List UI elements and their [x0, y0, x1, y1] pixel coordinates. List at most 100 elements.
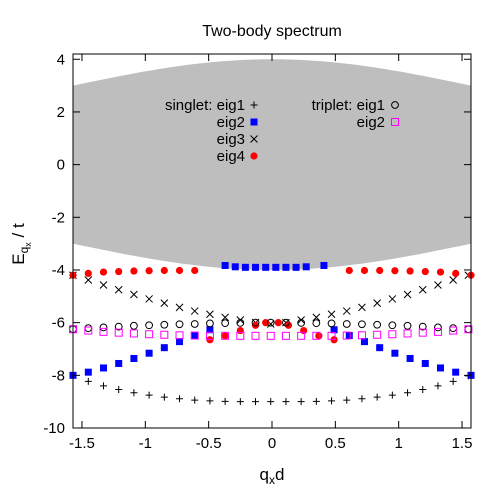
singlet-eig4-point [391, 267, 399, 275]
triplet-eig1-point [403, 321, 412, 330]
triplet-eig1-point [84, 324, 93, 333]
singlet-eig1-point [100, 382, 108, 390]
singlet-eig1-point [145, 391, 153, 399]
triplet-eig1-point [236, 319, 245, 327]
triplet-eig1-point [99, 323, 108, 332]
singlet-eig4-point [406, 267, 414, 275]
singlet-eig1-point [206, 397, 214, 405]
triplet-eig1-point [327, 319, 336, 328]
triplet-eig2-point [266, 331, 275, 340]
singlet-eig1-point [267, 398, 275, 406]
singlet-eig2-point [100, 364, 108, 372]
singlet-eig1-point [221, 397, 229, 405]
y-tick-label: -4 [52, 262, 65, 279]
triplet-eig2-point [129, 329, 138, 338]
singlet-eig3-point [206, 310, 214, 319]
singlet-eig2-point [160, 344, 168, 352]
singlet-eig1-point [176, 395, 184, 403]
axis-ticks: -1.5 -1 -0.5 0 0.5 1 1.5 -10 -8 -6 -4 -2 0 2 4 [43, 51, 472, 452]
singlet-eig2-series [69, 261, 475, 379]
singlet-eig2-point [84, 368, 92, 376]
legend-label: eig3 [217, 131, 245, 148]
singlet-eig2-point [452, 368, 460, 376]
triplet-eig2-point [114, 328, 123, 337]
singlet-eig1-point [160, 393, 168, 401]
triplet-eig1-point [418, 322, 427, 331]
x-tick-label: 1.5 [452, 435, 473, 452]
triplet-eig2-point [251, 331, 260, 340]
x-tick-label: 0 [268, 435, 276, 452]
singlet-eig4-point [315, 332, 323, 340]
triplet-eig2-series [68, 325, 473, 340]
singlet-eig2-point [241, 263, 249, 271]
singlet-eig2-point [282, 263, 290, 271]
singlet-eig1-point [282, 398, 290, 406]
legend-label: singlet: eig1 [165, 97, 245, 114]
series-layer [68, 261, 475, 406]
singlet-eig3-series [69, 271, 473, 328]
singlet-eig4-point [376, 266, 384, 275]
x-tick-label: -1.5 [69, 435, 95, 452]
legend-marker [250, 118, 258, 126]
y-tick-label: -8 [52, 367, 65, 384]
triplet-eig2-point [418, 328, 427, 337]
singlet-eig4-point [84, 269, 92, 277]
singlet-eig2-point [302, 263, 310, 271]
singlet-eig3-point [449, 276, 458, 284]
singlet-eig4-point [360, 266, 369, 275]
triplet-eig1-point [251, 318, 260, 327]
continuum-region [73, 59, 471, 270]
triplet-eig1-point [434, 323, 442, 332]
singlet-eig1-point [419, 386, 427, 394]
singlet-eig4-point [436, 268, 445, 276]
y-tick-label: 0 [57, 157, 65, 174]
triplet-eig2-point [84, 326, 93, 335]
singlet-eig2-point [320, 261, 328, 269]
triplet-eig2-point [190, 331, 199, 340]
singlet-eig2-point [406, 354, 414, 362]
singlet-eig2-point [436, 364, 444, 372]
singlet-eig2-point [145, 349, 153, 357]
singlet-eig4-point [175, 266, 184, 275]
legend-marker [391, 118, 399, 126]
triplet-eig2-point [99, 327, 108, 336]
singlet-eig2-point [130, 354, 138, 362]
singlet-eig1-point [312, 397, 320, 405]
singlet-eig3-point [236, 316, 245, 324]
triplet-eig1-point [388, 321, 397, 330]
singlet-eig3-point [84, 276, 93, 284]
singlet-eig4-point [115, 267, 123, 276]
singlet-eig1-point [191, 396, 199, 404]
triplet-eig2-point [433, 327, 442, 336]
singlet-eig2-point [292, 263, 300, 271]
triplet-eig1-point [297, 319, 306, 327]
singlet-eig1-point [434, 382, 442, 390]
y-tick-label: 2 [57, 104, 65, 121]
x-tick-label: -1 [139, 435, 152, 452]
chart-title: Two-body spectrum [202, 23, 342, 40]
singlet-eig4-point [345, 266, 353, 275]
y-tick-label: -2 [52, 209, 65, 226]
singlet-eig4-point [145, 267, 153, 275]
singlet-eig3-point [403, 290, 412, 299]
x-tick-label: 1 [395, 435, 403, 452]
singlet-eig1-point [404, 389, 412, 397]
triplet-eig2-point [403, 329, 412, 338]
singlet-eig1-point [115, 386, 123, 394]
singlet-eig1-point [130, 389, 138, 397]
singlet-eig2-point [221, 261, 229, 269]
singlet-eig2-point [231, 263, 239, 271]
legend-marker [250, 152, 258, 160]
singlet-eig1-point [84, 377, 92, 385]
triplet-eig2-point [449, 326, 458, 335]
singlet-eig3-point [190, 307, 199, 315]
singlet-eig4-point [236, 326, 244, 335]
singlet-eig4-point [452, 269, 460, 277]
triplet-eig2-point [357, 331, 366, 340]
singlet-eig2-point [262, 263, 270, 271]
legend-label: eig2 [357, 114, 385, 131]
triplet-eig2-point [205, 331, 214, 340]
triplet-eig2-point [175, 331, 184, 340]
singlet-eig3-point [342, 307, 351, 315]
y-tick-label: -6 [52, 315, 65, 332]
